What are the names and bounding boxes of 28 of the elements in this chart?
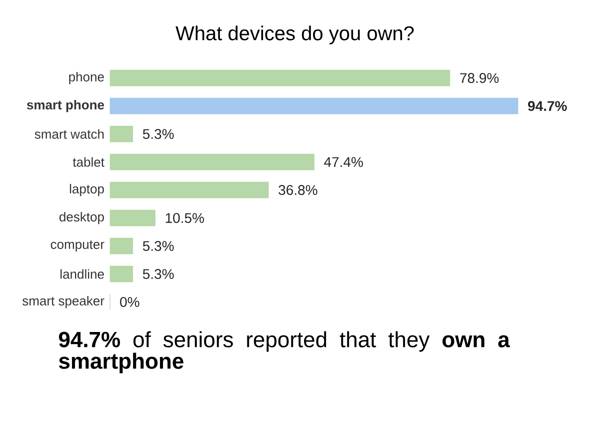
data-label: 36.8% [278,185,318,195]
bar [110,210,156,226]
data-label: 0% [120,297,140,307]
data-label: 5.3% [142,241,174,251]
data-label: 5.3% [142,269,174,279]
text: 94.7% of seniors reported that they own a smartphone [58,331,510,374]
bar [110,70,450,86]
data-label: 5.3% [142,129,174,139]
bar [110,238,134,254]
y-tick-label: tablet [72,157,104,167]
y-tick-label: laptop [70,184,104,196]
data-label: 47.4% [324,157,363,167]
y-tick-label: phone [69,72,104,84]
data-label: 10.5% [166,213,204,223]
y-tick-label: computer [50,240,104,252]
y-tick-label: smart watch [34,129,104,139]
bar [110,98,518,114]
data-label: 78.9% [460,73,499,83]
y-tick-label: smart phone [26,100,104,112]
bar [110,266,134,282]
bar [110,126,134,142]
data-label: 94.7% [528,101,567,111]
y-tick-label: desktop [60,212,104,224]
bar [110,182,269,198]
y-tick-label: landline [60,269,104,279]
chart-title: What devices do you own? [176,26,414,44]
y-tick-label: smart speaker [22,296,104,308]
bar [110,154,314,170]
